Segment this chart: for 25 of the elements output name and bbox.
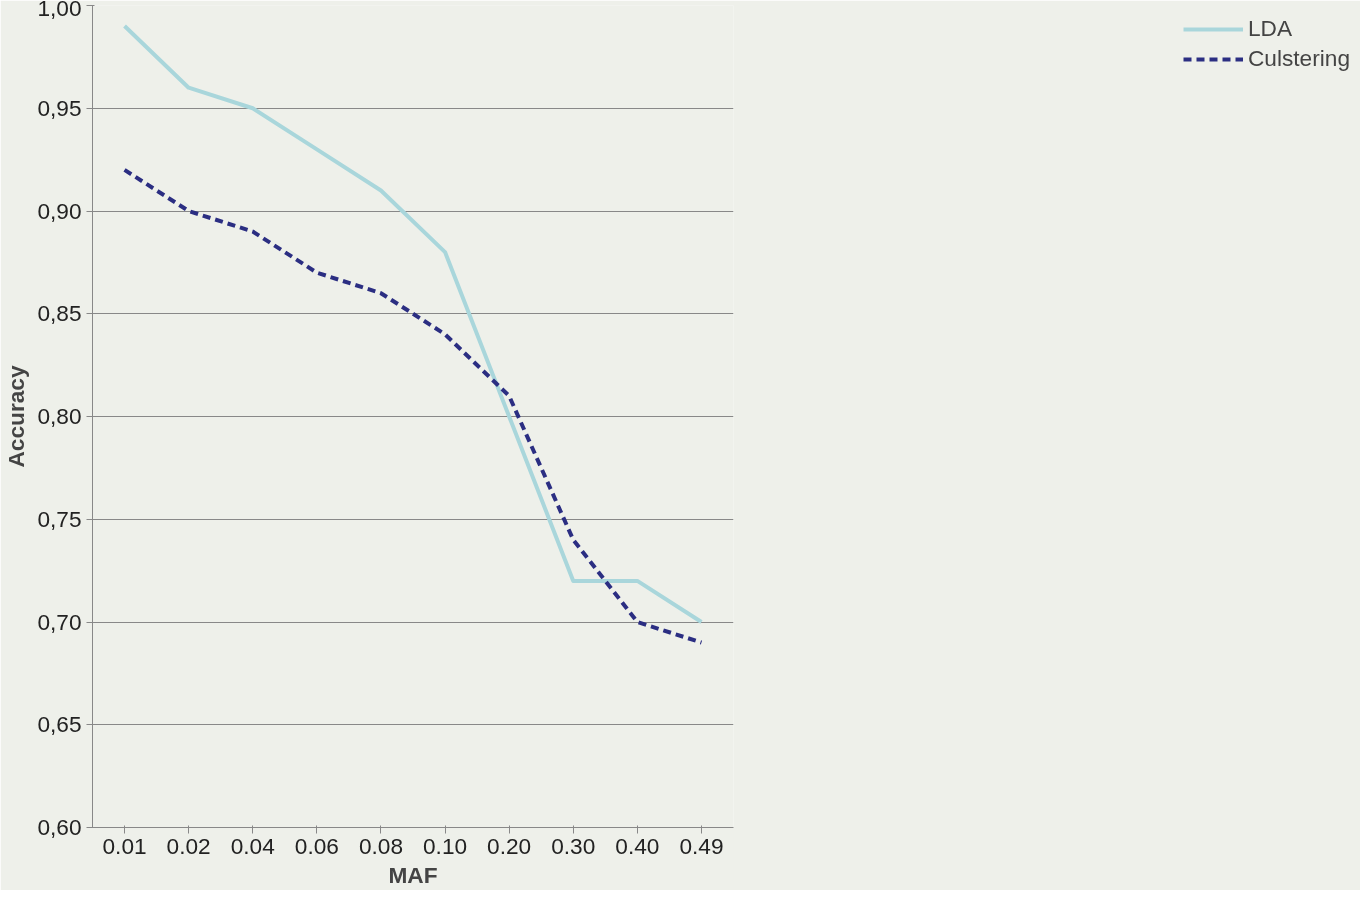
y-tick-label: 0,85 [37, 300, 82, 327]
x-axis-title: MAF [388, 861, 438, 888]
legend-label: LDA [1248, 15, 1293, 42]
line-series [122, 167, 704, 645]
y-tick-label: 0,70 [37, 608, 82, 635]
line-series [122, 24, 704, 624]
y-tick-label: 0,75 [37, 505, 82, 532]
x-tick-label: 0.02 [166, 832, 211, 859]
x-tick-label: 0.04 [230, 832, 275, 859]
y-tick-label: 0,95 [37, 94, 82, 121]
x-tick-label: 0.01 [102, 832, 147, 859]
y-axis-title: Accuracy [3, 365, 30, 468]
x-tick-label: 0.10 [423, 832, 468, 859]
x-tick-label: 0.08 [358, 832, 404, 859]
y-tick-label: 1,00 [37, 0, 82, 21]
y-tick-label: 0,60 [37, 814, 82, 840]
y-tick-label: 0,65 [37, 711, 82, 738]
x-tick-label: 0.49 [679, 832, 724, 859]
legend-label: Culstering [1248, 45, 1350, 72]
x-tick-label: 0.30 [551, 832, 596, 859]
y-tick-label: 0,90 [37, 197, 82, 224]
y-tick-label: 0,80 [37, 403, 82, 429]
x-tick-label: 0.06 [294, 832, 339, 859]
x-tick-label: 0.40 [615, 832, 660, 859]
x-tick-label: 0.20 [487, 832, 532, 859]
